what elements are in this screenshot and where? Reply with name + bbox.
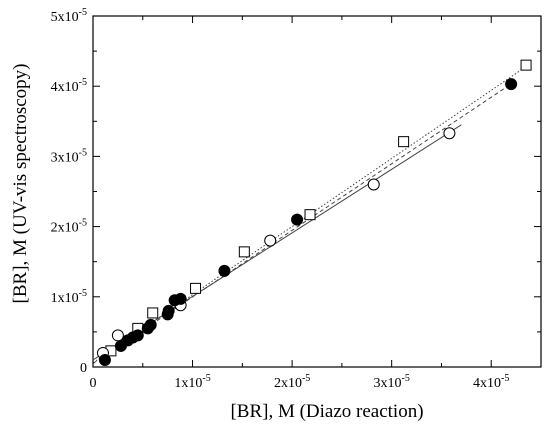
- filled-circle-point: [291, 213, 304, 226]
- filled-circle-point: [505, 78, 518, 91]
- y-tick-label: 2x10-5: [51, 218, 87, 236]
- open-square-point: [238, 246, 250, 258]
- tick-labels: 0 1x10-5 2x10-5 3x10-5 4x10-501x10-52x10-53x…: [51, 7, 510, 391]
- filled-circle-point: [162, 304, 175, 317]
- y-tick-label-text: 2x10: [51, 221, 79, 236]
- x-tick-label-exponent: -5: [501, 373, 509, 384]
- filled-circle-point: [98, 353, 111, 366]
- filled-circle-point: [218, 264, 231, 277]
- open-circle-point: [367, 178, 380, 191]
- filled-circle-point: [131, 329, 144, 342]
- x-tick-label: 2x10-5: [274, 373, 310, 391]
- plot-frame: [92, 15, 542, 368]
- filled-circle-point: [174, 292, 187, 305]
- y-tick-label-exponent: -5: [79, 147, 87, 158]
- data-points: [96, 59, 532, 366]
- y-tick-label-text: 5x10: [51, 10, 79, 25]
- x-tick-label-text: 0: [90, 376, 97, 391]
- y-tick-label-exponent: -5: [79, 77, 87, 88]
- x-tick-label: 3x10-5: [373, 373, 409, 391]
- y-tick-label-text: 3x10: [51, 150, 79, 165]
- x-tick-label-text: 2x10: [274, 376, 302, 391]
- open-circle-point: [443, 127, 456, 140]
- x-tick-label: 0: [90, 376, 97, 391]
- open-square-point: [398, 136, 410, 148]
- x-tick-label-text: 3x10: [373, 376, 401, 391]
- x-tick-label: 1x10-5: [174, 373, 210, 391]
- x-tick-label-text: 1x10: [174, 376, 202, 391]
- y-tick-label-text: 4x10: [51, 80, 79, 95]
- x-tick-label: 4x10-5: [473, 373, 509, 391]
- open-square-point: [190, 282, 202, 294]
- y-tick-label: 4x10-5: [51, 77, 87, 95]
- dashed-fit-line: [92, 80, 517, 364]
- y-tick-label-exponent: -5: [79, 288, 87, 299]
- y-tick-label-exponent: -5: [79, 218, 87, 229]
- y-tick-label: 0: [80, 361, 87, 376]
- filled-circle-point: [144, 318, 157, 331]
- open-square-point: [147, 307, 159, 319]
- x-tick-label-exponent: -5: [302, 373, 310, 384]
- x-axis-label: [BR], M (Diazo reaction): [230, 401, 423, 422]
- x-tick-label-exponent: -5: [202, 373, 210, 384]
- x-tick-label-text: 4x10: [473, 376, 501, 391]
- open-square-point: [520, 59, 532, 71]
- y-tick-label-text: 1x10: [51, 291, 79, 306]
- x-tick-label-exponent: -5: [401, 373, 409, 384]
- y-tick-label: 5x10-5: [51, 7, 87, 25]
- y-tick-label-text: 0: [80, 361, 87, 376]
- open-circle-point: [111, 329, 124, 342]
- y-axis-label: [BR], M (UV-vis spectroscopy): [10, 64, 31, 304]
- y-tick-label: 3x10-5: [51, 147, 87, 165]
- y-tick-label: 1x10-5: [51, 288, 87, 306]
- open-circle-point: [264, 234, 277, 247]
- axis-ticks: [92, 15, 541, 368]
- open-square-point: [304, 209, 316, 221]
- y-tick-label-exponent: -5: [79, 7, 87, 18]
